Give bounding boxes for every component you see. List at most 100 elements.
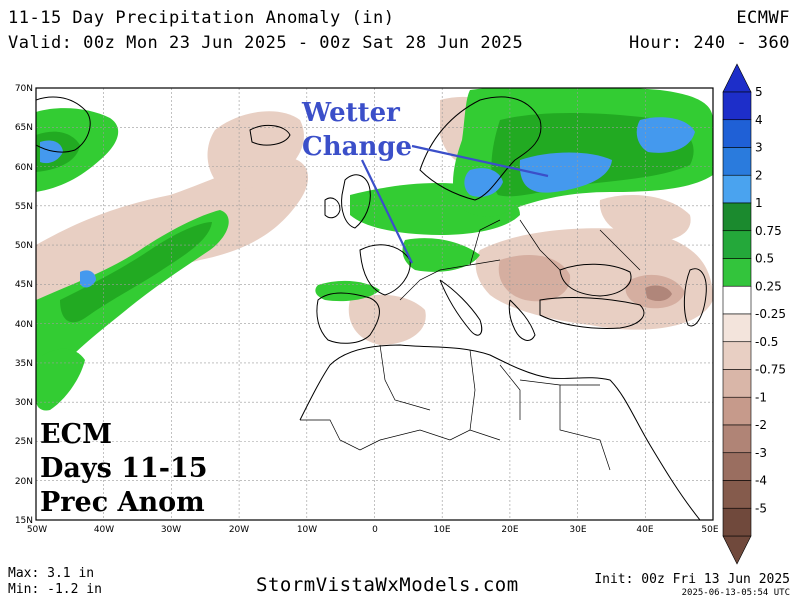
colorbar-label: 1 [755,196,763,210]
colorbar-label: 5 [755,85,763,99]
colorbar-label: 0.25 [755,279,782,293]
coast-france [359,244,411,296]
wet-area-greenland-blue [40,140,63,164]
country-borders [300,219,641,471]
wet-area-sweden-blue [464,168,503,197]
coast-iceland [249,124,291,146]
colorbar-label: -4 [755,474,767,488]
lat-label: 60N [15,163,33,173]
colorbar-segment [722,313,752,343]
colorbar-segment [722,202,752,232]
lat-label: 30N [15,398,33,408]
coast-blacksea [559,263,632,297]
dry-area-iberia [348,294,426,345]
colorbar-segment [722,424,752,454]
lat-label: 50N [15,241,33,251]
coast-britain [341,174,371,229]
colorbar: 5 4 3 2 1 0.75 0.5 0.25 -0.25 -0.5 -0.75 -1 -2 -3 -4 -5 [722,63,786,565]
colorbar-bottom-arrow [722,535,752,565]
overlay-model: ECM [40,419,112,450]
lon-label: 40W [94,525,114,535]
wet-area-central-europe [402,238,480,272]
wet-area-atlantic-south [36,348,85,411]
lat-label: 20N [15,477,33,487]
lat-label: 55N [15,202,33,212]
colorbar-segment [722,258,752,287]
coast-africa [299,344,701,520]
model-name: ECMWF [736,8,790,28]
coast-iberia [316,292,380,344]
wet-area-atlantic-core [60,222,212,323]
colorbar-label: -0.25 [755,307,786,321]
lat-labels: 70N 65N 60N 55N 50N 45N 40N 35N 30N 25N … [15,84,33,526]
annotation-arrows [361,144,549,264]
lat-label: 25N [15,437,33,447]
colorbar-segment [722,174,752,204]
forecast-hour: Hour: 240 - 360 [628,33,790,53]
lon-label: 50E [701,525,718,535]
coast-greece [508,299,536,341]
overlay-days: Days 11-15 [40,453,208,484]
coastlines [36,96,707,520]
lat-label: 70N [15,84,33,94]
anomaly-fields [36,88,713,411]
dry-area-balkans [498,255,571,302]
coast-turkey [539,297,645,329]
coast-italy [439,279,483,336]
colorbar-segment [722,285,752,315]
colorbar-label: -1 [755,390,767,404]
lon-label: 50W [27,525,47,535]
colorbar-segment [722,369,752,398]
dry-area-mid-atlantic [207,111,304,190]
colorbar-segments [722,91,752,537]
lat-label: 35N [15,359,33,369]
coast-scandinavia [419,96,542,201]
colorbar-segment [722,119,752,148]
graticule [36,88,713,520]
colorbar-label: 0.5 [755,252,774,266]
colorbar-label: -5 [755,501,767,515]
lat-label: 15N [15,516,33,526]
annotation-wetter: Wetter [302,98,400,128]
lon-label: 40E [636,525,653,535]
wet-area-atlantic-blue [80,270,96,288]
valid-period: Valid: 00z Mon 23 Jun 2025 - 00z Sat 28 … [8,33,524,53]
colorbar-label: 0.75 [755,224,782,238]
dry-area-caucasus-core [645,285,672,302]
wet-area-atlantic-band [36,210,229,405]
colorbar-label: -2 [755,418,767,432]
overlay-field: Prec Anom [40,487,205,518]
annotation-change: Change [302,132,413,162]
lon-label: 0 [372,525,378,535]
colorbar-segment [722,452,752,481]
colorbar-labels: 5 4 3 2 1 0.75 0.5 0.25 -0.25 -0.5 -0.75 -1 -2 -3 -4 -5 [755,85,786,515]
timestamp: 2025-06-13-05:54 UTC [681,588,790,598]
init-time: Init: 00z Fri 13 Jun 2025 [594,572,790,587]
wet-area-finland-blue [636,117,695,153]
min-value: Min: -1.2 in [8,582,102,597]
colorbar-segment [722,341,752,370]
colorbar-segment [722,507,752,537]
coast-ireland [324,197,341,219]
colorbar-label: -0.75 [755,363,786,377]
colorbar-label: 3 [755,141,763,155]
lat-label: 65N [15,123,33,133]
lon-label: 30E [569,525,586,535]
wet-area-baltic-blue [519,152,612,193]
arrow-to-central-europe [361,159,413,264]
lat-label: 40N [15,320,33,330]
lon-label: 30W [161,525,181,535]
lon-label: 20E [501,525,518,535]
lon-label: 10W [297,525,317,535]
colorbar-segment [722,480,752,509]
colorbar-label: -3 [755,446,767,460]
lon-label: 20W [229,525,249,535]
map-title: 11-15 Day Precipitation Anomaly (in) [8,8,395,28]
max-value: Max: 3.1 in [8,566,95,581]
colorbar-label: -0.5 [755,335,778,349]
colorbar-segment [722,230,752,259]
dry-area-russia [599,195,691,242]
colorbar-segment [722,91,752,121]
lon-labels: 50W 40W 30W 20W 10W 0 10E 20E 30E 40E 50… [27,525,719,535]
